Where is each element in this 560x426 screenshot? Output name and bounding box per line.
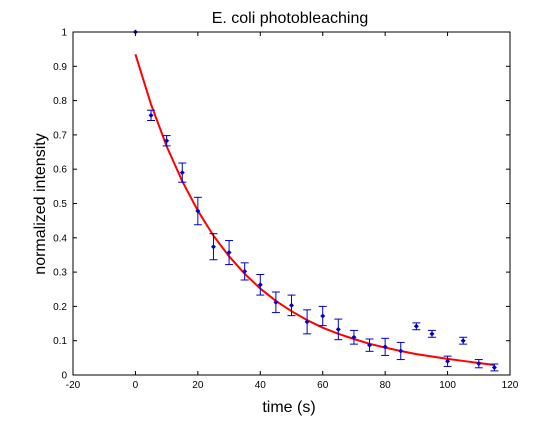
- data-marker: [179, 170, 185, 176]
- data-marker: [226, 250, 232, 256]
- axes-layer: -20 0 20 40 60 80 100 12000.10.20.30.40.50.60.7…: [53, 28, 519, 392]
- data-point-15: [365, 338, 374, 352]
- fit-curve: [134, 53, 495, 367]
- data-marker: [304, 319, 310, 325]
- data-marker: [491, 364, 497, 370]
- data-marker: [257, 282, 263, 288]
- data-point-11: [303, 309, 312, 335]
- data-marker: [195, 208, 201, 214]
- x-tick-label: 120: [502, 380, 519, 391]
- y-tick-label: 0.5: [53, 199, 67, 210]
- y-axis-label: normalized intensity: [32, 133, 49, 274]
- data-point-9: [271, 291, 280, 314]
- data-marker: [320, 313, 326, 319]
- data-point-21: [459, 336, 468, 345]
- data-point-1: [147, 109, 156, 121]
- data-point-8: [256, 274, 265, 296]
- data-marker: [382, 344, 388, 350]
- data-marker: [273, 299, 279, 305]
- data-marker: [429, 331, 435, 337]
- y-tick-label: 0.9: [53, 62, 67, 73]
- data-point-19: [427, 329, 436, 338]
- plot-area: [73, 32, 510, 375]
- data-marker: [445, 358, 451, 364]
- data-point-20: [443, 355, 452, 367]
- x-tick-label: -20: [66, 380, 81, 391]
- y-tick-label: 0.1: [53, 336, 67, 347]
- data-point-4: [193, 196, 202, 226]
- y-tick-label: 0.2: [53, 302, 67, 313]
- data-marker: [367, 342, 373, 348]
- y-tick-label: 0: [61, 371, 67, 382]
- data-point-3: [178, 162, 187, 183]
- y-tick-label: 1: [61, 28, 67, 39]
- data-point-10: [287, 294, 296, 317]
- y-tick-label: 0.7: [53, 130, 67, 141]
- x-axis-label: time (s): [262, 399, 315, 416]
- data-marker: [289, 302, 294, 308]
- chart-title: E. coli photobleaching: [212, 10, 369, 27]
- data-point-18: [412, 322, 421, 331]
- data-marker: [476, 361, 482, 367]
- data-point-16: [381, 337, 390, 356]
- data-point-7: [240, 262, 249, 281]
- data-marker: [148, 112, 154, 118]
- x-tick-label: 40: [255, 380, 267, 391]
- x-tick-label: 0: [133, 380, 139, 391]
- x-tick-label: 80: [380, 380, 392, 391]
- data-point-2: [162, 135, 171, 147]
- data-marker: [398, 348, 404, 354]
- y-tick-label: 0.6: [53, 165, 67, 176]
- y-tick-label: 0.3: [53, 268, 67, 279]
- x-tick-label: 60: [317, 380, 329, 391]
- x-tick-label: 100: [439, 380, 456, 391]
- series-layer: [132, 29, 499, 372]
- data-point-12: [318, 305, 327, 327]
- data-marker: [164, 138, 170, 144]
- data-point-23: [490, 363, 499, 372]
- data-point-17: [396, 341, 405, 361]
- data-point-5: [209, 233, 218, 261]
- data-point-22: [474, 359, 483, 369]
- data-point-6: [225, 240, 234, 266]
- x-tick-label: 20: [192, 380, 204, 391]
- data-marker: [413, 323, 419, 329]
- data-point-14: [349, 329, 358, 345]
- data-marker: [210, 244, 216, 250]
- data-marker: [242, 268, 248, 274]
- data-point-13: [334, 318, 343, 341]
- data-marker: [460, 338, 466, 344]
- data-marker: [335, 326, 341, 332]
- y-tick-label: 0.4: [53, 233, 67, 244]
- data-marker: [351, 334, 357, 340]
- y-tick-label: 0.8: [53, 96, 67, 107]
